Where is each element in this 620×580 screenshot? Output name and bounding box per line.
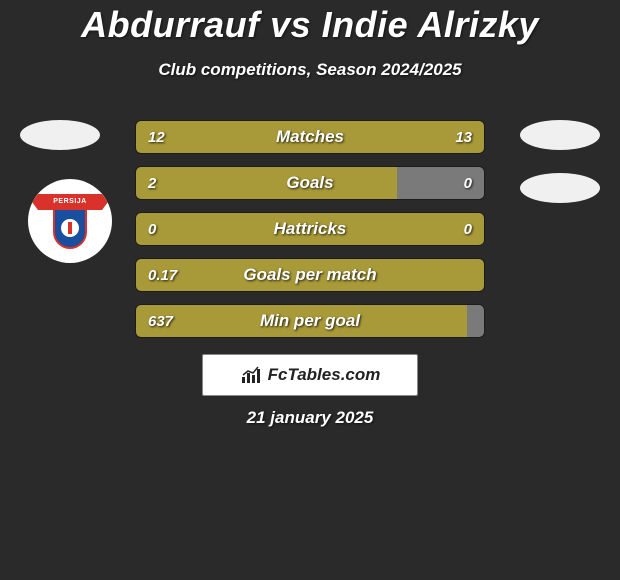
brand-label: FcTables.com [268, 365, 381, 385]
player-left-badge [20, 120, 100, 150]
stat-row: 0.17Goals per match [135, 258, 485, 292]
stat-label: Hattricks [136, 213, 484, 245]
stat-row: 1213Matches [135, 120, 485, 154]
page-subtitle: Club competitions, Season 2024/2025 [0, 60, 620, 80]
stat-label: Goals [136, 167, 484, 199]
player-right-badge-1 [520, 120, 600, 150]
stat-label: Matches [136, 121, 484, 153]
player-right-badge-2 [520, 173, 600, 203]
stat-row: 00Hattricks [135, 212, 485, 246]
date-label: 21 january 2025 [0, 408, 620, 428]
stat-row: 637Min per goal [135, 304, 485, 338]
club-logo-left: PERSIJA [28, 179, 112, 263]
club-logo-shield [53, 209, 87, 249]
stat-label: Min per goal [136, 305, 484, 337]
stat-row: 20Goals [135, 166, 485, 200]
brand-chart-icon [240, 365, 264, 385]
page-title: Abdurrauf vs Indie Alrizky [0, 0, 620, 46]
stats-container: 1213Matches 20Goals 00Hattricks 0.17Goals p… [135, 120, 485, 350]
club-logo-banner: PERSIJA [38, 194, 102, 210]
brand-box[interactable]: FcTables.com [202, 354, 418, 396]
stat-label: Goals per match [136, 259, 484, 291]
